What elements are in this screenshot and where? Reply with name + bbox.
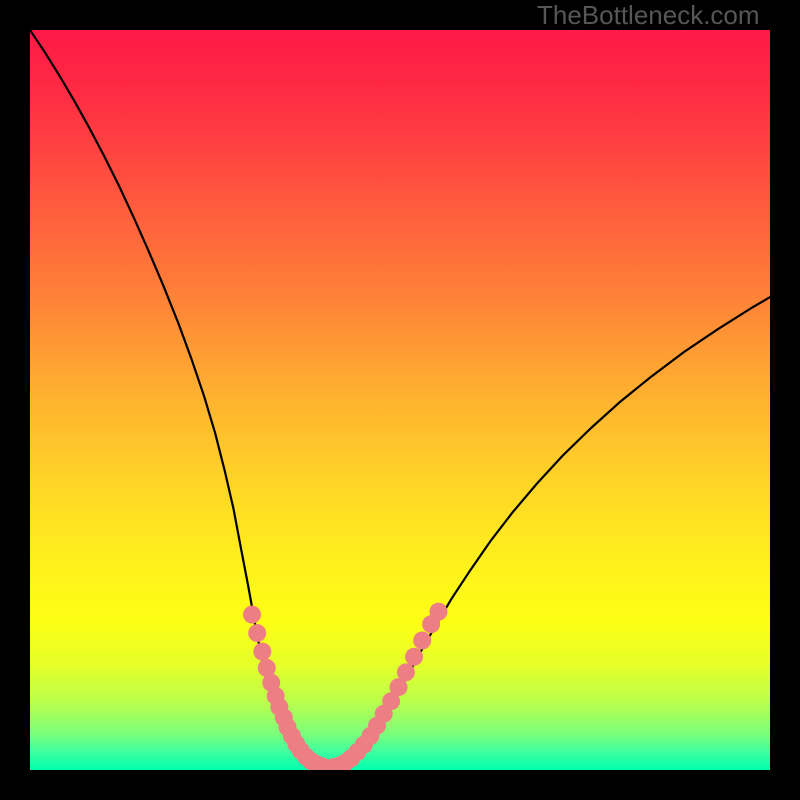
marker-dot [397, 663, 415, 681]
marker-dot [413, 632, 431, 650]
marker-dot [429, 603, 447, 621]
gradient-background [30, 30, 770, 770]
marker-dot [243, 606, 261, 624]
bottleneck-curve-plot [30, 30, 770, 770]
marker-dot [253, 643, 271, 661]
watermark-text: TheBottleneck.com [537, 0, 760, 31]
marker-dot [405, 648, 423, 666]
marker-dot [248, 624, 266, 642]
